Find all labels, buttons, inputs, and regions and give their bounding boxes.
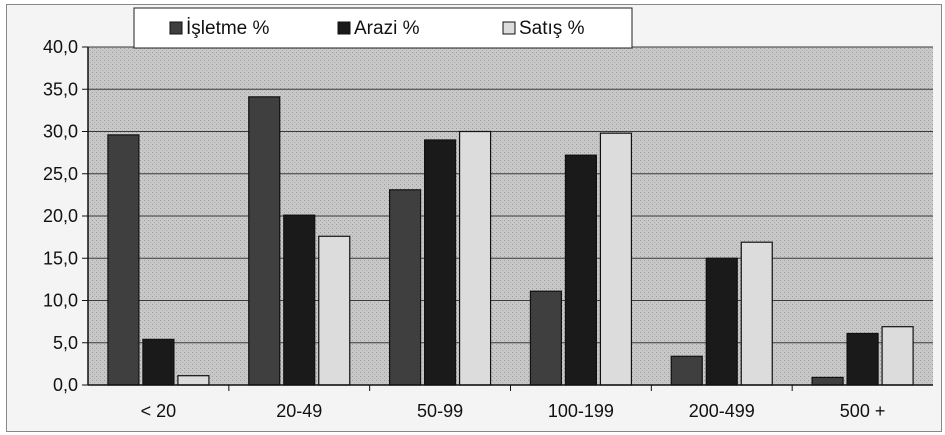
bar-isletme-3	[529, 290, 563, 386]
bar-satis-2	[458, 130, 492, 386]
y-tick-label: 15,0	[43, 248, 78, 268]
y-tick-label: 40,0	[43, 37, 78, 57]
x-tick-label: 200-499	[689, 401, 755, 421]
bar-satis-5	[881, 326, 914, 386]
legend: İşletme % Arazi % Satış %	[133, 7, 633, 49]
x-tick-label: 100-199	[548, 401, 614, 421]
bar-arazi-5	[846, 332, 879, 386]
y-tick-label: 0,0	[53, 375, 78, 395]
bar-arazi-0	[142, 338, 175, 386]
axes	[87, 47, 933, 391]
y-tick-label: 30,0	[43, 122, 78, 142]
y-tick-label: 5,0	[53, 333, 78, 353]
y-tick-labels: 0,0 5,0 10,0 15,0 20,0 25,0 30,0 35,0 40,0	[43, 37, 78, 395]
bar-satis-1	[318, 235, 351, 386]
bar-arazi-4	[705, 257, 738, 386]
bar-satis-4	[740, 241, 773, 386]
bar-arazi-3	[564, 154, 598, 386]
bar-isletme-4	[670, 355, 703, 386]
bar-isletme-2	[388, 189, 422, 386]
x-tick-labels: < 20 20-49 50-99 100-199 200-499 500 +	[141, 401, 886, 421]
legend-box	[133, 7, 633, 49]
y-tick-label: 25,0	[43, 164, 78, 184]
bar-arazi-2	[423, 139, 457, 386]
x-tick-label: 20-49	[276, 401, 322, 421]
legend-swatch-isletme	[169, 21, 183, 35]
bar-isletme-5	[811, 376, 844, 386]
legend-label-isletme: İşletme %	[186, 18, 270, 39]
bar-satis-3	[599, 132, 633, 386]
legend-label-satis: Satış %	[519, 18, 585, 39]
bars	[107, 96, 914, 386]
bar-isletme-1	[248, 96, 281, 386]
x-tick-label: < 20	[141, 401, 177, 421]
bar-isletme-0	[107, 134, 140, 386]
y-tick-label: 20,0	[43, 206, 78, 226]
y-tick-label: 10,0	[43, 291, 78, 311]
x-tick-label: 50-99	[417, 401, 463, 421]
x-tick-label: 500 +	[840, 401, 886, 421]
bar-arazi-1	[283, 214, 316, 386]
y-tick-label: 35,0	[43, 79, 78, 99]
legend-swatch-satis	[502, 21, 516, 35]
legend-label-arazi: Arazi %	[354, 18, 420, 39]
bar-satis-0	[177, 375, 210, 386]
legend-swatch-arazi	[337, 21, 351, 35]
